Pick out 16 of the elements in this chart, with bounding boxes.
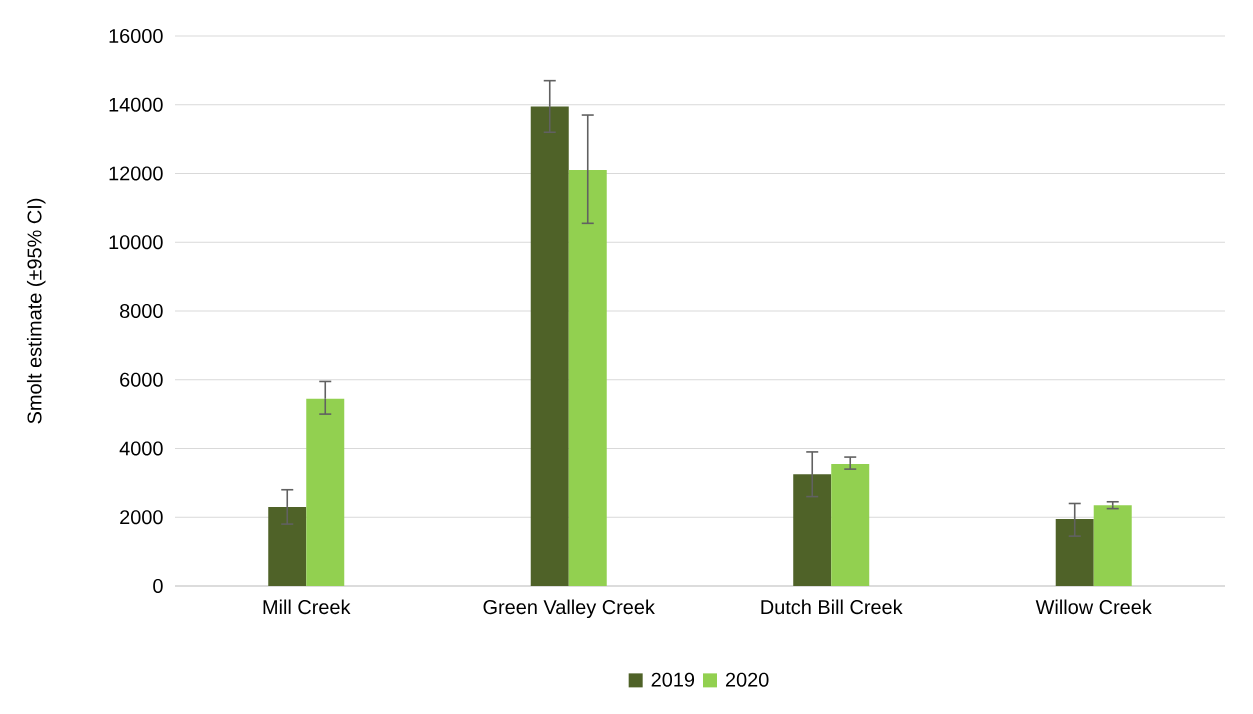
x-tick-label: Green Valley Creek bbox=[483, 599, 655, 619]
y-tick-label: 14000 bbox=[109, 97, 163, 112]
x-tick-label: Mill Creek bbox=[263, 599, 351, 615]
y-tick-label: 0 bbox=[153, 578, 163, 594]
y-tick-label: 8000 bbox=[120, 303, 163, 319]
legend-label: 2020 bbox=[725, 672, 769, 687]
y-tick-label: 2000 bbox=[120, 510, 163, 525]
x-tick-label: Willow Creek bbox=[1035, 599, 1152, 615]
y-tick-label: 4000 bbox=[119, 441, 163, 456]
y-tick-label: 16000 bbox=[109, 28, 163, 44]
x-tick-label: Dutch Bill Creek bbox=[761, 599, 903, 615]
y-axis-title: Smolt estimate (±95% CI) bbox=[26, 198, 46, 424]
y-tick-label: 6000 bbox=[120, 372, 163, 387]
y-tick-label: 12000 bbox=[109, 166, 163, 181]
legend-label: 2019 bbox=[651, 672, 695, 687]
y-tick-label: 10000 bbox=[109, 235, 163, 250]
